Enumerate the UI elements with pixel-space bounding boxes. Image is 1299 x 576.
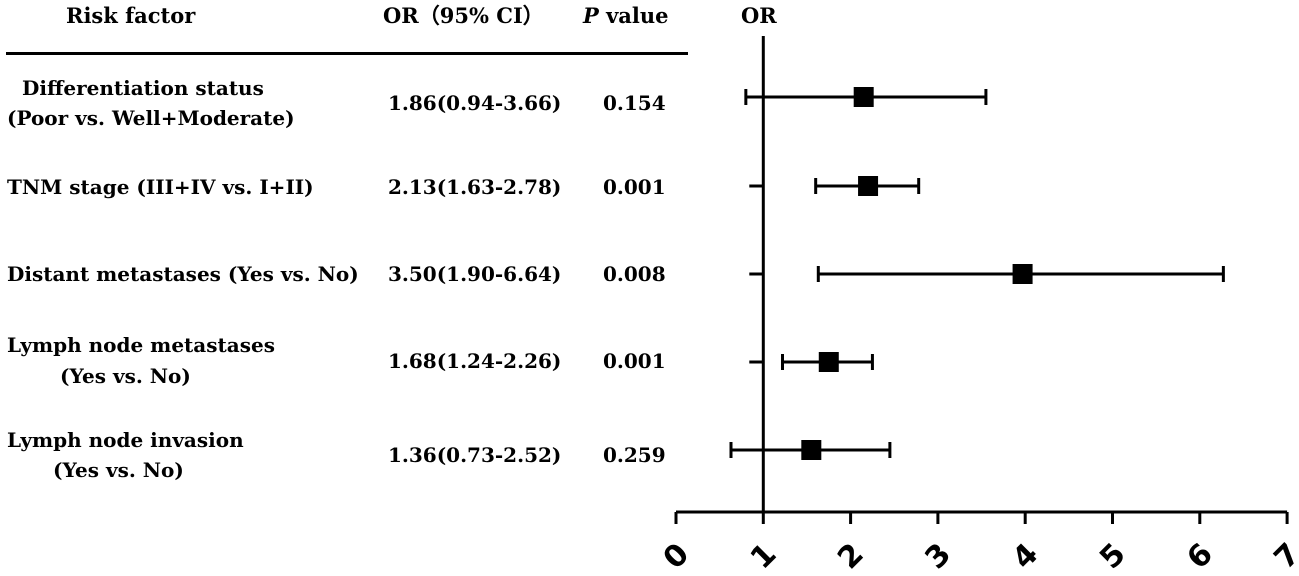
- or-point-marker: [818, 352, 839, 372]
- row-label-lymph-node-metastases: Lymph node metastases: [7, 333, 275, 357]
- header-p-value: P value: [583, 4, 669, 28]
- row-or-ci: 2.13(1.63-2.78): [388, 175, 562, 199]
- or-point-marker: [858, 176, 879, 196]
- row-or-ci: 3.50(1.90-6.64): [388, 262, 562, 286]
- or-point-marker: [1012, 264, 1033, 284]
- x-tick-label: 3: [918, 537, 958, 576]
- x-tick-label: 1: [744, 537, 784, 576]
- row-or-ci: 1.68(1.24-2.26): [388, 349, 562, 373]
- header-or-axis: OR: [741, 3, 777, 28]
- row-p-value: 0.154: [603, 91, 666, 115]
- header-rule: [6, 52, 688, 55]
- row-label-lymph-node-invasion-line2: (Yes vs. No): [53, 458, 184, 482]
- row-label-distant-metastases: Distant metastases (Yes vs. No): [7, 262, 359, 286]
- x-tick-label: 5: [1093, 537, 1133, 576]
- row-p-value: 0.001: [603, 349, 666, 373]
- or-point-marker: [801, 440, 822, 460]
- row-label-lymph-node-invasion: Lymph node invasion: [7, 428, 244, 452]
- x-tick-label: 4: [1006, 537, 1046, 576]
- row-or-ci: 1.86(0.94-3.66): [388, 91, 562, 115]
- x-tick-label: 2: [831, 537, 871, 576]
- row-label-tnm-stage: TNM stage (III+IV vs. I+II): [7, 175, 314, 199]
- header-p-italic: P: [583, 3, 599, 28]
- header-risk-factor: Risk factor: [66, 3, 196, 28]
- row-label-lymph-node-metastases-line2: (Yes vs. No): [60, 364, 191, 388]
- x-tick-label: 7: [1268, 537, 1299, 576]
- header-or-ci: OR（95% CI）: [383, 3, 544, 28]
- header-p-rest: value: [598, 3, 669, 28]
- x-tick-label: 0: [657, 537, 697, 576]
- row-label-differentiation: Differentiation status: [22, 76, 264, 100]
- row-p-value: 0.001: [603, 175, 666, 199]
- row-p-value: 0.008: [603, 262, 666, 286]
- row-label-line1: Differentiation status: [22, 76, 264, 100]
- or-point-marker: [853, 87, 874, 107]
- x-tick-label: 6: [1180, 537, 1220, 576]
- row-label-differentiation-line2: (Poor vs. Well+Moderate): [7, 106, 295, 130]
- row-or-ci: 1.36(0.73-2.52): [388, 443, 562, 467]
- row-p-value: 0.259: [603, 443, 666, 467]
